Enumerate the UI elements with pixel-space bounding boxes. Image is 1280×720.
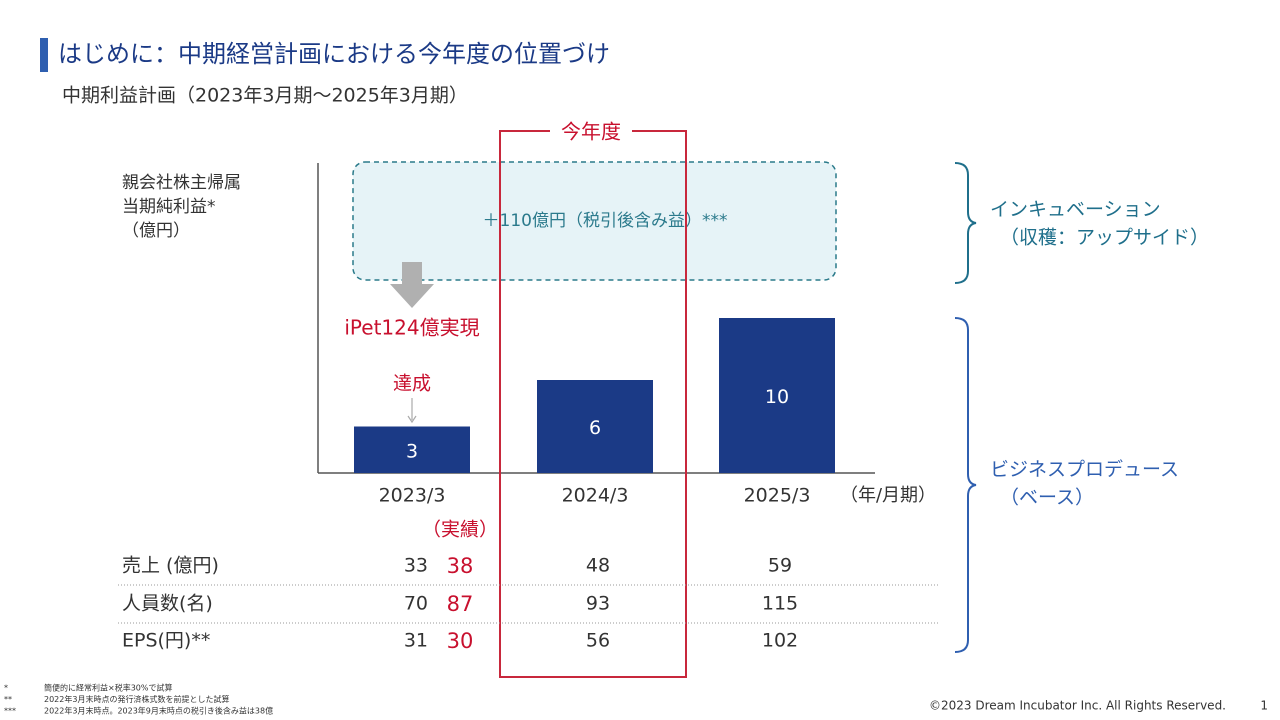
y-axis-label: （億円）	[122, 221, 190, 241]
footnote-text: 2022年3月末時点の発行済株式数を前提とした試算	[44, 694, 229, 704]
slide-title: はじめに：中期経営計画における今年度の位置づけ	[58, 40, 610, 68]
page-number: 1	[1260, 699, 1268, 713]
table-cell: 33	[404, 555, 428, 577]
data-label: 10	[765, 386, 789, 408]
table-cell: 30	[447, 629, 474, 653]
bar	[719, 318, 835, 473]
copyright: ©2023 Dream Incubator Inc. All Rights Re…	[929, 699, 1226, 713]
bar	[537, 380, 653, 473]
footnotes: * 簡便的に経常利益×税率30%で試算 ** 2022年3月末時点の発行済株式数を前提…	[4, 683, 273, 716]
down-arrow	[390, 262, 434, 308]
ipet-label: iPet124億実現	[344, 316, 479, 340]
table-cell: 59	[768, 555, 792, 577]
table-cell: 115	[762, 593, 798, 615]
table-cell: 102	[762, 630, 798, 652]
table-cell: 56	[586, 630, 610, 652]
table-cell: 48	[586, 555, 610, 577]
brace	[954, 317, 977, 653]
data-label: 3	[406, 440, 418, 462]
current-year-label: 今年度	[561, 120, 621, 144]
frame-label-bg	[550, 120, 632, 144]
segment-label: ビジネスプロデュース	[990, 459, 1179, 481]
achieved-label: 達成	[393, 373, 431, 395]
segment-label: （ベース）	[1000, 487, 1094, 509]
x-tick-label: 2024/3	[562, 485, 629, 507]
table-cell: 70	[404, 593, 428, 615]
table: 売上 (億円) 33 38 48 59 人員数(名) 70 87 93 115 EPS(円)** 31…	[122, 554, 798, 653]
footnote-text: 簡便的に経常利益×税率30%で試算	[44, 683, 172, 693]
table-cell: 87	[447, 592, 474, 616]
segment-label: （収穫：アップサイド）	[1000, 227, 1209, 249]
row-label: EPS(円)**	[122, 630, 210, 652]
footnote-text: 2022年3月末時点。2023年9月末時点の税引き後含み益は38億	[44, 706, 273, 716]
row-label: 人員数(名)	[122, 593, 213, 615]
table-cell: 31	[404, 630, 428, 652]
bar-chart: 3 2023/3 6 2024/3 10 2025/3 （年/月期）	[317, 163, 936, 507]
gain-label: ＋110億円（税引後含み益）***	[483, 211, 728, 231]
footnote-mark: *	[4, 684, 8, 693]
table-cell: 38	[447, 554, 474, 578]
title-accent	[40, 38, 48, 72]
y-axis-label: 当期純利益*	[122, 197, 216, 217]
row-label: 売上 (億円)	[122, 555, 219, 577]
x-axis-label: （年/月期）	[840, 485, 936, 506]
table-cell: 93	[586, 593, 610, 615]
x-tick-label: 2025/3	[744, 485, 811, 507]
footnote-mark: ***	[4, 707, 16, 716]
x-tick-label: 2023/3	[379, 485, 446, 507]
segment-label: インキュベーション	[990, 199, 1161, 221]
footnote-mark: **	[4, 695, 12, 704]
achieved-pointer-head	[407, 415, 417, 424]
data-label: 6	[589, 417, 601, 439]
actual-label: （実績）	[422, 519, 498, 541]
gain-box	[352, 161, 837, 281]
y-axis-label: 親会社株主帰属	[122, 173, 241, 193]
brace	[954, 162, 977, 284]
bar	[354, 426, 470, 473]
subtitle: 中期利益計画（2023年3月期～2025年3月期）	[62, 85, 468, 107]
